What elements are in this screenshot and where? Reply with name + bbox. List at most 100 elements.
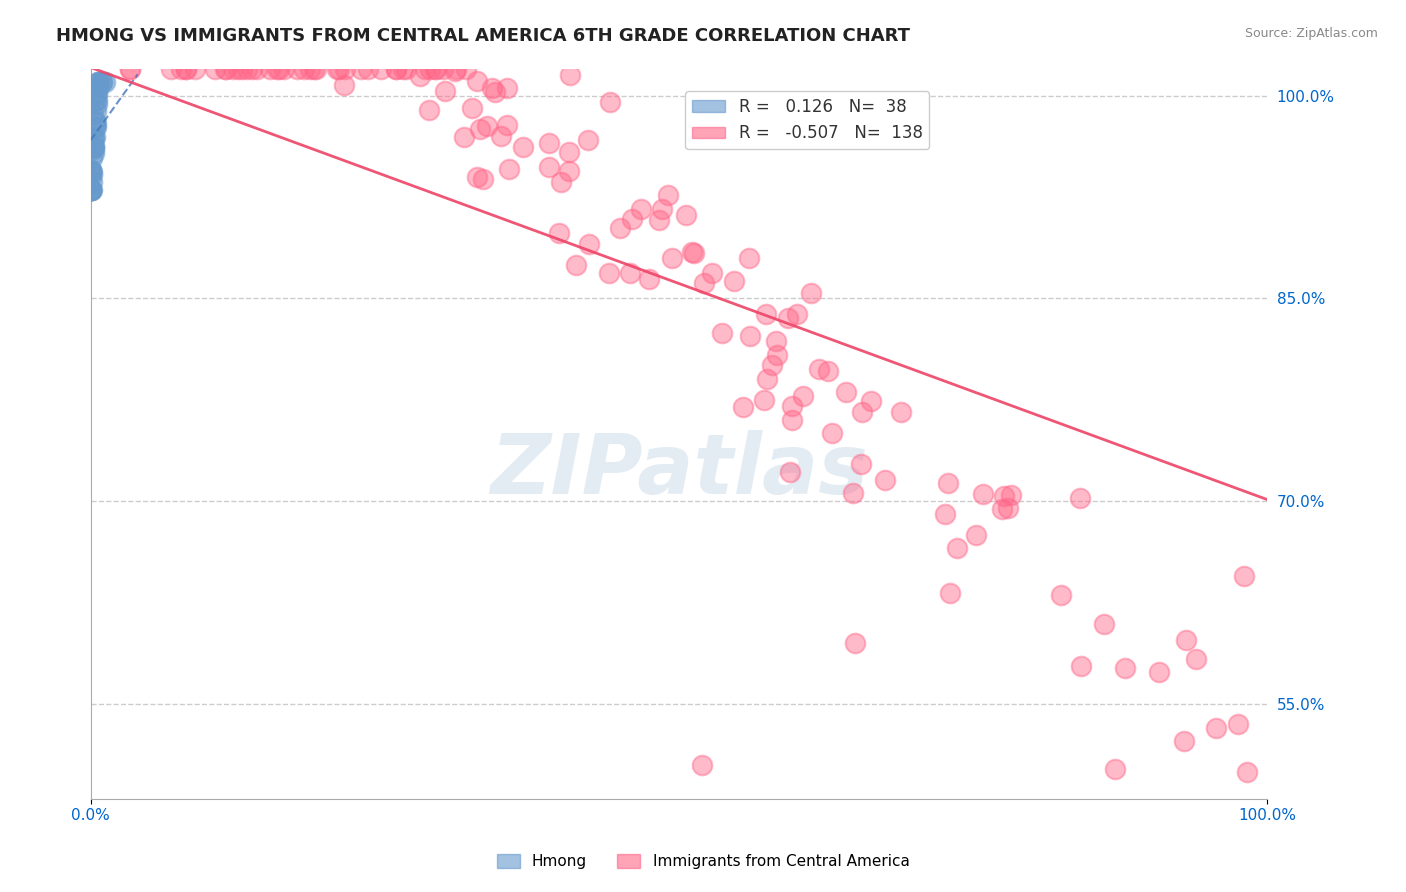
Text: Source: ZipAtlas.com: Source: ZipAtlas.com [1244,27,1378,40]
Immigrants from Central America [184,62,207,76]
Immigrants from Central America [204,62,226,76]
Immigrants from Central America [851,404,873,418]
Hmong [83,140,105,154]
Immigrants from Central America [786,307,808,321]
Hmong [84,114,107,128]
Immigrants from Central America [780,413,803,427]
Immigrants from Central America [792,389,814,403]
Immigrants from Central America [484,85,506,99]
Immigrants from Central America [512,139,534,153]
Immigrants from Central America [120,62,142,76]
Immigrants from Central America [844,636,866,650]
Immigrants from Central America [692,758,714,772]
Immigrants from Central America [537,136,560,150]
Immigrants from Central America [370,62,392,76]
Immigrants from Central America [683,246,706,260]
Immigrants from Central America [752,392,775,407]
Immigrants from Central America [637,272,659,286]
Immigrants from Central America [326,62,349,76]
Immigrants from Central America [409,69,432,83]
Text: ZIPatlas: ZIPatlas [489,430,868,510]
Hmong [82,169,104,183]
Legend: Hmong, Immigrants from Central America: Hmong, Immigrants from Central America [491,848,915,875]
Hmong [82,140,104,154]
Immigrants from Central America [259,62,281,76]
Immigrants from Central America [890,405,912,419]
Immigrants from Central America [756,372,779,386]
Immigrants from Central America [456,62,478,76]
Hmong [79,183,101,197]
Hmong [91,75,114,89]
Immigrants from Central America [776,311,799,326]
Hmong [86,97,108,112]
Immigrants from Central America [453,130,475,145]
Immigrants from Central America [357,62,380,76]
Immigrants from Central America [755,307,778,321]
Immigrants from Central America [333,62,356,76]
Immigrants from Central America [782,399,804,413]
Hmong [80,183,103,197]
Hmong [80,163,103,178]
Immigrants from Central America [1104,762,1126,776]
Hmong [87,75,110,89]
Immigrants from Central America [711,326,734,340]
Immigrants from Central America [648,213,671,227]
Immigrants from Central America [418,103,440,117]
Immigrants from Central America [498,162,520,177]
Immigrants from Central America [965,528,987,542]
Immigrants from Central America [817,364,839,378]
Hmong [84,103,107,118]
Hmong [86,93,108,107]
Immigrants from Central America [215,62,238,76]
Immigrants from Central America [761,358,783,372]
Immigrants from Central America [434,84,457,98]
Immigrants from Central America [738,328,761,343]
Immigrants from Central America [169,62,191,76]
Immigrants from Central America [1173,733,1195,747]
Immigrants from Central America [820,426,842,441]
Immigrants from Central America [444,64,467,78]
Immigrants from Central America [304,62,326,76]
Immigrants from Central America [723,274,745,288]
Immigrants from Central America [765,334,787,349]
Immigrants from Central America [391,62,413,76]
Immigrants from Central America [120,62,142,76]
Immigrants from Central America [496,80,519,95]
Immigrants from Central America [446,62,468,76]
Immigrants from Central America [737,251,759,265]
Immigrants from Central America [578,237,600,252]
Immigrants from Central America [350,62,373,76]
Immigrants from Central America [936,475,959,490]
Hmong [80,175,103,189]
Immigrants from Central America [620,212,643,227]
Immigrants from Central America [1232,568,1254,582]
Hmong [82,165,104,179]
Immigrants from Central America [419,62,441,76]
Immigrants from Central America [425,62,447,76]
Immigrants from Central America [609,221,631,235]
Immigrants from Central America [285,62,308,76]
Immigrants from Central America [538,160,561,174]
Hmong [87,75,110,89]
Legend: R =   0.126   N=  38, R =   -0.507   N=  138: R = 0.126 N= 38, R = -0.507 N= 138 [685,92,929,149]
Immigrants from Central America [675,208,697,222]
Immigrants from Central America [246,62,269,76]
Immigrants from Central America [661,251,683,265]
Immigrants from Central America [599,95,621,110]
Immigrants from Central America [934,507,956,521]
Immigrants from Central America [292,62,315,76]
Immigrants from Central America [1185,652,1208,666]
Hmong [84,120,107,134]
Immigrants from Central America [630,202,652,217]
Immigrants from Central America [236,62,259,76]
Immigrants from Central America [731,400,754,414]
Immigrants from Central America [939,585,962,599]
Immigrants from Central America [460,101,482,115]
Immigrants from Central America [842,486,865,500]
Immigrants from Central America [1070,658,1092,673]
Immigrants from Central America [657,188,679,202]
Immigrants from Central America [1092,616,1115,631]
Immigrants from Central America [302,62,325,76]
Immigrants from Central America [1000,488,1022,502]
Hmong [80,151,103,165]
